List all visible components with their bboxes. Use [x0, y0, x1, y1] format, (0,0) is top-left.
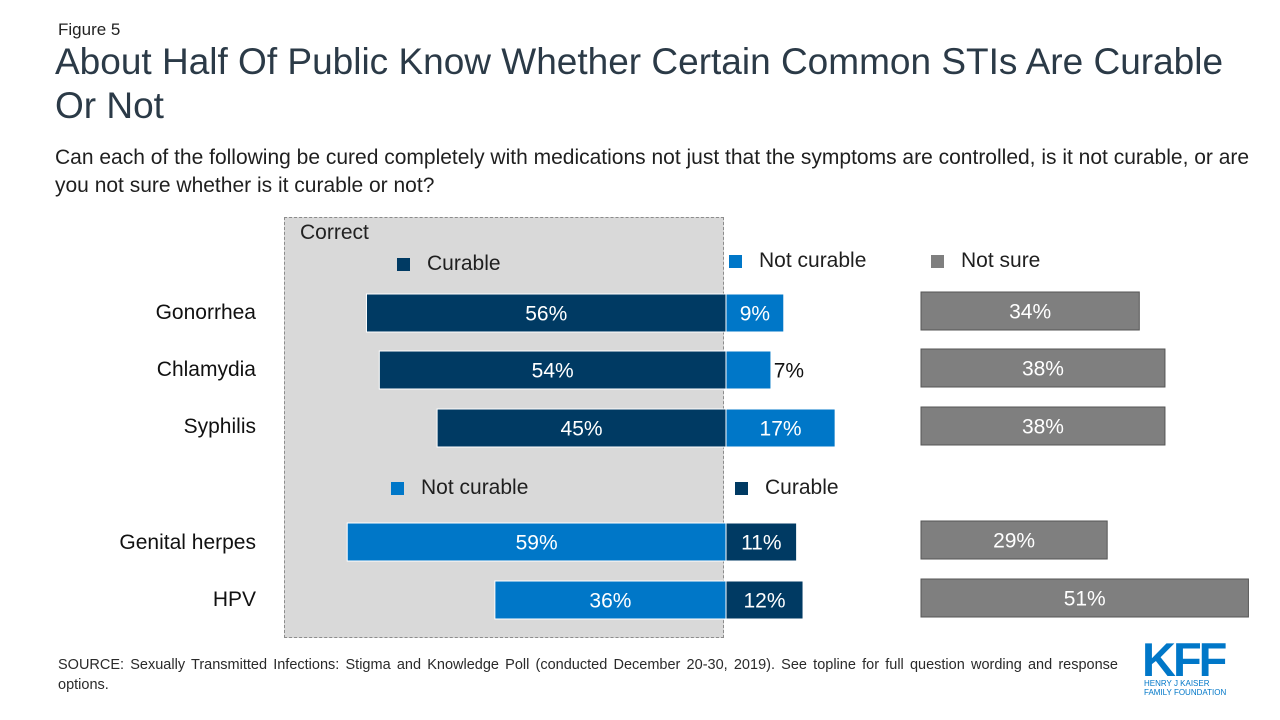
value-label-correct-gonorrhea: 56% [525, 303, 567, 326]
legend-label-not-curable-2: Not curable [421, 476, 529, 499]
category-label-gonorrhea: Gonorrhea [155, 301, 256, 324]
legend-item-not-curable: Not curable [729, 249, 866, 273]
legend-swatch-curable-2 [735, 481, 748, 495]
bar-not-sure-chlamydia [920, 348, 1166, 388]
kff-logo: KFF HENRY J KAISER FAMILY FOUNDATION [1142, 633, 1241, 698]
bar-correct-genital-herpes [346, 522, 727, 562]
value-label-correct-hpv: 36% [589, 590, 631, 613]
value-label-not-sure-gonorrhea: 34% [1009, 301, 1051, 324]
legend-item-not-curable-2: Not curable [391, 476, 528, 500]
bar-not-sure-syphilis [920, 406, 1166, 446]
bar-incorrect-gonorrhea [725, 293, 785, 333]
value-label-not-sure-chlamydia: 38% [1022, 358, 1064, 381]
legend-swatch-not-curable-2 [391, 481, 404, 495]
legend-item-curable: Curable [397, 252, 501, 276]
legend-label-not-curable: Not curable [759, 249, 867, 272]
category-label-hpv: HPV [212, 588, 256, 611]
value-label-correct-syphilis: 45% [561, 418, 603, 441]
legend-swatch-not-sure [931, 254, 944, 268]
legend-item-curable-2: Curable [735, 476, 839, 500]
category-label-chlamydia: Chlamydia [156, 358, 256, 381]
value-label-not-sure-genital-herpes: 29% [993, 530, 1035, 553]
kff-logo-line1: HENRY J KAISER [1144, 679, 1210, 688]
legend-swatch-curable [397, 257, 410, 271]
figure-label: Figure 5 [58, 20, 121, 39]
bar-not-sure-genital-herpes [920, 520, 1108, 560]
bar-incorrect-syphilis [725, 408, 836, 448]
bar-correct-chlamydia [378, 350, 727, 390]
bar-incorrect-genital-herpes [725, 522, 798, 562]
bar-correct-hpv [494, 580, 727, 620]
value-label-incorrect-gonorrhea: 9% [740, 303, 770, 326]
legend-item-not-sure: Not sure [931, 249, 1040, 273]
bar-incorrect-hpv [725, 580, 804, 620]
legend-label-not-sure: Not sure [961, 249, 1041, 272]
kff-logo-mark: KFF HENRY J KAISER FAMILY FOUNDATION [1142, 633, 1229, 697]
value-label-not-sure-syphilis: 38% [1022, 416, 1064, 439]
legend-label-curable: Curable [427, 252, 501, 275]
bar-correct-syphilis [436, 408, 727, 448]
value-label-incorrect-genital-herpes: 11% [741, 532, 781, 555]
value-label-correct-chlamydia: 54% [532, 360, 574, 383]
bar-incorrect-chlamydia [725, 350, 772, 390]
value-label-incorrect-chlamydia: 7% [774, 360, 804, 383]
correct-region-label: Correct [300, 221, 369, 244]
value-label-incorrect-syphilis: 17% [760, 418, 802, 441]
bar-not-sure-hpv [920, 578, 1249, 618]
category-label-genital-herpes: Genital herpes [119, 531, 256, 554]
bar-correct-gonorrhea [365, 293, 727, 333]
chart-subtitle: Can each of the following be cured compl… [55, 146, 1250, 197]
legend-swatch-not-curable [729, 254, 742, 268]
bar-not-sure-gonorrhea [920, 291, 1140, 331]
value-label-correct-genital-herpes: 59% [516, 532, 558, 555]
kff-logo-line2: FAMILY FOUNDATION [1144, 688, 1226, 697]
value-label-not-sure-hpv: 51% [1064, 588, 1106, 611]
kff-logo-wordmark: KFF [1143, 636, 1226, 686]
legend-label-curable-2: Curable [765, 476, 839, 499]
category-label-syphilis: Syphilis [183, 415, 256, 438]
chart-title: About Half Of Public Know Whether Certai… [55, 41, 1224, 126]
value-label-incorrect-hpv: 12% [744, 590, 786, 613]
source-note: SOURCE: Sexually Transmitted Infections:… [58, 657, 1118, 693]
